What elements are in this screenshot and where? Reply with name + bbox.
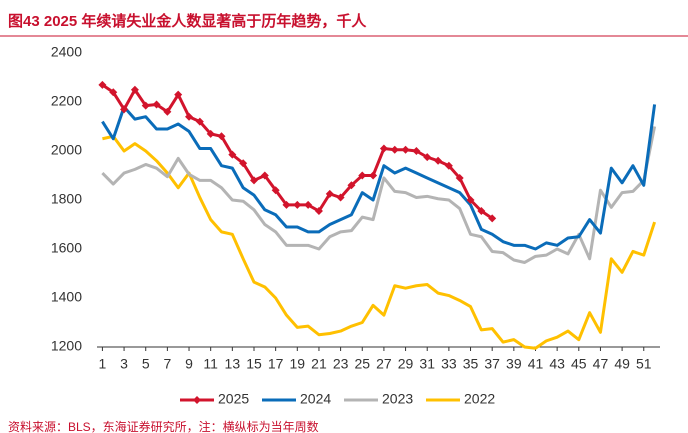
point-marker [260, 171, 269, 180]
point-marker [282, 200, 291, 209]
x-tick-label: 37 [484, 356, 500, 372]
legend-label: 2023 [382, 391, 413, 407]
point-marker [206, 129, 215, 138]
x-tick-label: 47 [593, 356, 609, 372]
x-tick-label: 33 [441, 356, 457, 372]
x-tick-label: 9 [185, 356, 193, 372]
point-marker [130, 85, 139, 94]
point-marker [347, 181, 356, 190]
y-tick-label: 2000 [51, 142, 82, 158]
series-line [101, 126, 657, 264]
x-tick-label: 19 [290, 356, 306, 372]
point-marker [195, 117, 204, 126]
point-marker [152, 100, 161, 109]
x-tick-label: 5 [142, 356, 150, 372]
x-tick-label: 35 [463, 356, 479, 372]
point-marker [358, 171, 367, 180]
point-marker [488, 214, 497, 223]
point-marker [228, 150, 237, 159]
chart-title: 图43 2025 年续请失业金人数显著高于历年趋势，千人 [8, 12, 367, 30]
x-tick-label: 43 [549, 356, 565, 372]
x-tick-label: 13 [225, 356, 241, 372]
point-marker [304, 200, 313, 209]
point-marker [185, 112, 194, 121]
x-tick-label: 45 [571, 356, 587, 372]
x-tick-label: 27 [376, 356, 392, 372]
y-tick-label: 1200 [51, 338, 82, 354]
x-tick-label: 51 [636, 356, 652, 372]
point-marker [466, 196, 475, 204]
point-marker [369, 171, 378, 180]
x-tick-label: 1 [99, 356, 107, 372]
x-tick-label: 29 [398, 356, 414, 372]
series-line [102, 134, 657, 350]
y-tick-label: 1400 [51, 289, 82, 305]
point-marker [293, 200, 302, 209]
y-tick-label: 1600 [51, 240, 82, 256]
series-line [101, 104, 657, 251]
point-marker [325, 189, 334, 198]
y-tick-label: 1800 [51, 191, 82, 207]
point-marker [249, 176, 258, 185]
x-tick-label: 31 [419, 356, 435, 372]
point-marker [163, 107, 172, 116]
point-marker [174, 90, 183, 99]
point-marker [141, 101, 150, 110]
x-tick-label: 49 [614, 356, 630, 372]
point-marker [455, 173, 464, 182]
y-tick-label: 2400 [51, 44, 82, 60]
point-marker [401, 145, 410, 154]
x-tick-label: 15 [246, 356, 262, 372]
point-marker [271, 186, 280, 195]
point-marker [444, 161, 453, 170]
x-tick-label: 25 [354, 356, 370, 372]
point-marker [109, 88, 118, 97]
source-note: 资料来源：BLS，东海证券研究所，注：横纵标为当年周数 [8, 419, 319, 433]
y-tick-label: 2200 [51, 93, 82, 109]
point-marker [379, 144, 388, 153]
x-tick-label: 7 [163, 356, 171, 372]
x-tick-label: 41 [528, 356, 544, 372]
point-marker [412, 147, 421, 155]
point-marker [239, 159, 248, 168]
point-marker [423, 153, 432, 162]
x-tick-label: 3 [120, 356, 128, 372]
legend-label: 2025 [218, 391, 249, 407]
point-marker [314, 207, 323, 216]
point-marker [390, 145, 399, 154]
x-tick-label: 17 [268, 356, 284, 372]
legend-marker [193, 396, 201, 404]
x-tick-label: 23 [333, 356, 349, 372]
point-marker [120, 105, 129, 114]
point-marker [477, 207, 486, 216]
x-tick-label: 39 [506, 356, 522, 372]
point-marker [98, 80, 107, 89]
legend-label: 2022 [464, 391, 495, 407]
x-tick-label: 21 [311, 356, 327, 372]
point-marker [434, 156, 443, 165]
point-marker [217, 132, 226, 141]
point-marker [336, 193, 345, 202]
legend-label: 2024 [300, 391, 331, 407]
x-tick-label: 11 [203, 356, 218, 372]
